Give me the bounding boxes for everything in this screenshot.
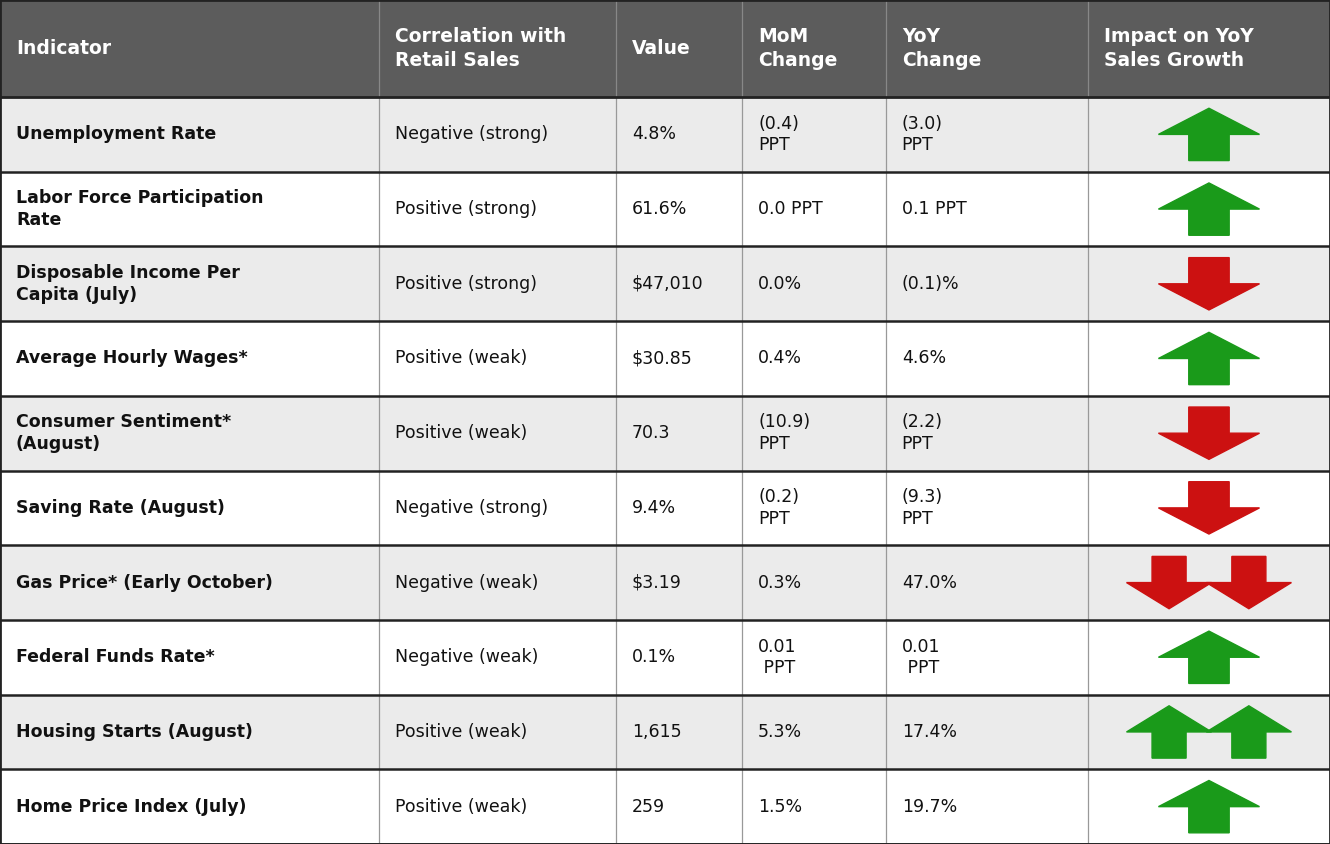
- Text: Positive (strong): Positive (strong): [395, 200, 537, 218]
- Text: $47,010: $47,010: [632, 275, 704, 293]
- Text: Indicator: Indicator: [16, 39, 112, 58]
- Text: (2.2)
PPT: (2.2) PPT: [902, 414, 943, 453]
- Text: 0.0 PPT: 0.0 PPT: [758, 200, 823, 218]
- FancyBboxPatch shape: [0, 172, 1330, 246]
- Text: 0.3%: 0.3%: [758, 574, 802, 592]
- Text: MoM
Change: MoM Change: [758, 27, 838, 70]
- Polygon shape: [1206, 706, 1291, 758]
- FancyBboxPatch shape: [0, 246, 1330, 322]
- Text: Consumer Sentiment*
(August): Consumer Sentiment* (August): [16, 414, 231, 453]
- Text: Negative (strong): Negative (strong): [395, 126, 548, 143]
- Text: Correlation with
Retail Sales: Correlation with Retail Sales: [395, 27, 567, 70]
- Text: 0.4%: 0.4%: [758, 349, 802, 367]
- Text: Negative (weak): Negative (weak): [395, 574, 539, 592]
- Text: (0.2)
PPT: (0.2) PPT: [758, 488, 799, 528]
- Text: $30.85: $30.85: [632, 349, 693, 367]
- Text: Positive (weak): Positive (weak): [395, 425, 527, 442]
- Polygon shape: [1206, 556, 1291, 609]
- Text: Disposable Income Per
Capita (July): Disposable Income Per Capita (July): [16, 264, 239, 304]
- Text: 70.3: 70.3: [632, 425, 670, 442]
- Polygon shape: [1158, 108, 1260, 160]
- Text: Unemployment Rate: Unemployment Rate: [16, 126, 217, 143]
- Text: 1,615: 1,615: [632, 723, 681, 741]
- Polygon shape: [1158, 781, 1260, 833]
- FancyBboxPatch shape: [0, 321, 1330, 396]
- Polygon shape: [1158, 257, 1260, 310]
- FancyBboxPatch shape: [0, 619, 1330, 695]
- Text: 61.6%: 61.6%: [632, 200, 688, 218]
- Text: 9.4%: 9.4%: [632, 499, 676, 517]
- Text: Saving Rate (August): Saving Rate (August): [16, 499, 225, 517]
- Polygon shape: [1158, 407, 1260, 459]
- Text: 5.3%: 5.3%: [758, 723, 802, 741]
- Text: Negative (strong): Negative (strong): [395, 499, 548, 517]
- Text: Housing Starts (August): Housing Starts (August): [16, 723, 253, 741]
- Text: (0.1)%: (0.1)%: [902, 275, 959, 293]
- FancyBboxPatch shape: [0, 396, 1330, 470]
- Polygon shape: [1158, 183, 1260, 235]
- Text: Positive (weak): Positive (weak): [395, 798, 527, 815]
- Text: 259: 259: [632, 798, 665, 815]
- Text: 0.01
 PPT: 0.01 PPT: [902, 637, 940, 677]
- Text: Impact on YoY
Sales Growth: Impact on YoY Sales Growth: [1104, 27, 1254, 70]
- Text: Value: Value: [632, 39, 690, 58]
- Text: Positive (weak): Positive (weak): [395, 349, 527, 367]
- Text: 0.01
 PPT: 0.01 PPT: [758, 637, 797, 677]
- Polygon shape: [1158, 482, 1260, 534]
- Text: Gas Price* (Early October): Gas Price* (Early October): [16, 574, 273, 592]
- Text: Federal Funds Rate*: Federal Funds Rate*: [16, 648, 214, 666]
- Text: YoY
Change: YoY Change: [902, 27, 982, 70]
- Text: Negative (weak): Negative (weak): [395, 648, 539, 666]
- Text: (0.4)
PPT: (0.4) PPT: [758, 115, 799, 154]
- FancyBboxPatch shape: [0, 0, 1330, 97]
- Text: (3.0)
PPT: (3.0) PPT: [902, 115, 943, 154]
- FancyBboxPatch shape: [0, 97, 1330, 172]
- Text: Labor Force Participation
Rate: Labor Force Participation Rate: [16, 189, 263, 229]
- Polygon shape: [1158, 333, 1260, 385]
- Text: (9.3)
PPT: (9.3) PPT: [902, 488, 943, 528]
- Polygon shape: [1127, 556, 1212, 609]
- Text: Home Price Index (July): Home Price Index (July): [16, 798, 246, 815]
- FancyBboxPatch shape: [0, 470, 1330, 545]
- Text: 17.4%: 17.4%: [902, 723, 956, 741]
- Text: 0.0%: 0.0%: [758, 275, 802, 293]
- Text: 4.6%: 4.6%: [902, 349, 946, 367]
- Text: 19.7%: 19.7%: [902, 798, 958, 815]
- Text: Positive (weak): Positive (weak): [395, 723, 527, 741]
- Text: $3.19: $3.19: [632, 574, 682, 592]
- Text: (10.9)
PPT: (10.9) PPT: [758, 414, 810, 453]
- FancyBboxPatch shape: [0, 770, 1330, 844]
- Polygon shape: [1158, 631, 1260, 684]
- Text: Positive (strong): Positive (strong): [395, 275, 537, 293]
- Text: 0.1%: 0.1%: [632, 648, 676, 666]
- Text: Average Hourly Wages*: Average Hourly Wages*: [16, 349, 247, 367]
- FancyBboxPatch shape: [0, 695, 1330, 770]
- Polygon shape: [1127, 706, 1212, 758]
- Text: 47.0%: 47.0%: [902, 574, 956, 592]
- Text: 1.5%: 1.5%: [758, 798, 802, 815]
- Text: 4.8%: 4.8%: [632, 126, 676, 143]
- FancyBboxPatch shape: [0, 545, 1330, 619]
- Text: 0.1 PPT: 0.1 PPT: [902, 200, 967, 218]
